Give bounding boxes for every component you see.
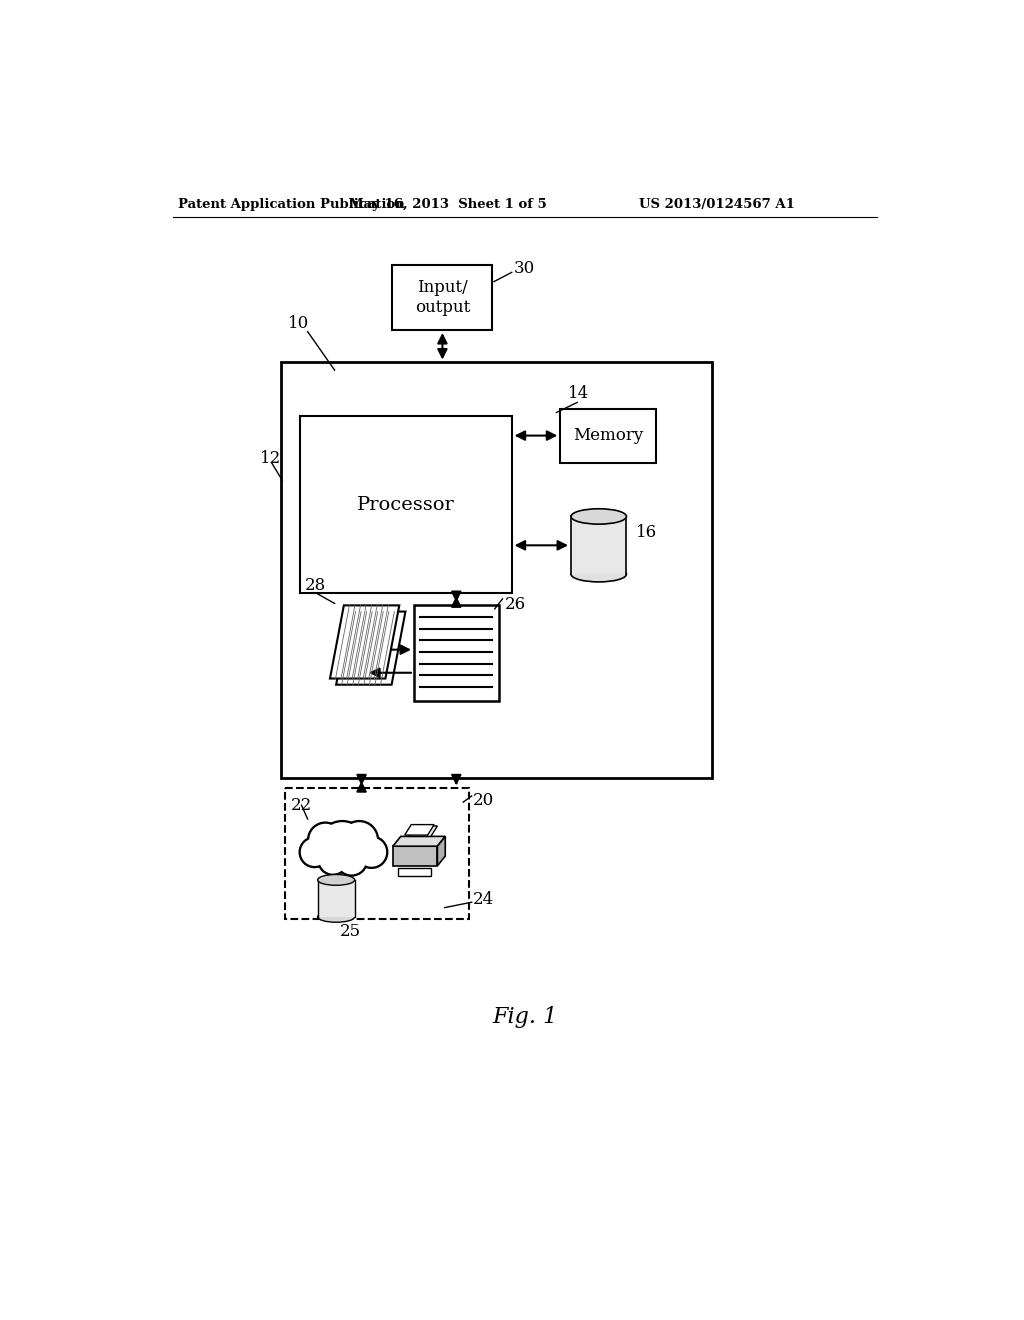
Bar (317, 880, 354, 917)
Circle shape (357, 838, 385, 866)
Text: May 16, 2013  Sheet 1 of 5: May 16, 2013 Sheet 1 of 5 (349, 198, 547, 211)
Polygon shape (398, 867, 431, 875)
Ellipse shape (571, 508, 627, 524)
Text: 22: 22 (291, 797, 312, 814)
Circle shape (338, 846, 366, 874)
Ellipse shape (571, 566, 627, 582)
Bar (285, 788, 469, 919)
Circle shape (299, 837, 330, 867)
Text: 24: 24 (473, 891, 495, 908)
Ellipse shape (317, 874, 354, 886)
Text: US 2013/0124567 A1: US 2013/0124567 A1 (639, 198, 795, 211)
Text: Patent Application Publication: Patent Application Publication (178, 198, 406, 211)
Bar (300, 416, 512, 594)
Text: 26: 26 (505, 595, 526, 612)
Text: 20: 20 (473, 792, 495, 809)
Circle shape (355, 836, 388, 869)
Text: Processor: Processor (357, 496, 455, 513)
Bar (571, 516, 627, 566)
Text: 10: 10 (289, 315, 309, 333)
Text: 12: 12 (260, 450, 282, 467)
Bar (571, 516, 627, 574)
Bar (560, 409, 656, 462)
Circle shape (319, 822, 366, 869)
Bar (414, 605, 499, 701)
Text: Fig. 1: Fig. 1 (493, 1006, 557, 1028)
Text: 25: 25 (340, 923, 361, 940)
Text: 30: 30 (514, 260, 536, 277)
Text: Input/
output: Input/ output (415, 279, 470, 315)
Circle shape (336, 843, 368, 876)
Circle shape (342, 822, 376, 857)
Polygon shape (404, 825, 434, 836)
Polygon shape (437, 837, 445, 866)
Polygon shape (336, 611, 406, 685)
Circle shape (340, 821, 379, 859)
Circle shape (319, 847, 346, 873)
Ellipse shape (317, 911, 354, 923)
Polygon shape (393, 846, 437, 866)
Circle shape (307, 822, 343, 858)
Polygon shape (330, 606, 399, 678)
Text: 14: 14 (568, 385, 589, 403)
Polygon shape (393, 837, 445, 846)
Bar (317, 880, 354, 911)
Circle shape (301, 840, 328, 866)
Bar (392, 264, 493, 330)
Text: Memory: Memory (573, 428, 643, 444)
Circle shape (310, 825, 341, 855)
Circle shape (316, 821, 368, 871)
Text: 28: 28 (304, 577, 326, 594)
Bar (281, 363, 712, 779)
Circle shape (317, 845, 348, 875)
Polygon shape (408, 826, 437, 837)
Text: 16: 16 (636, 524, 656, 541)
